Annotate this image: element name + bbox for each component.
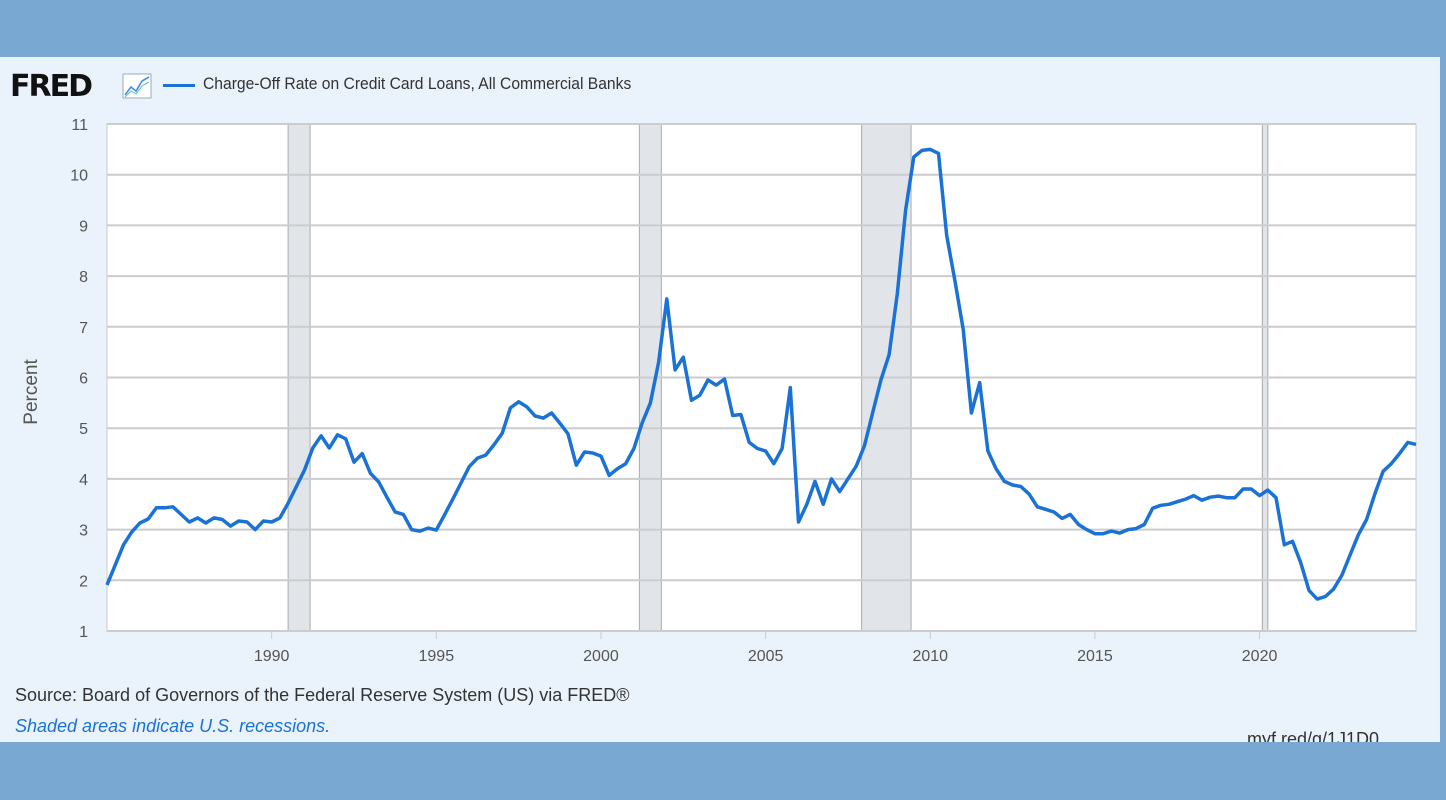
series-title: Charge-Off Rate on Credit Card Loans, Al… [203, 74, 632, 93]
x-tick-label: 2005 [748, 648, 784, 665]
source-note: Source: Board of Governors of the Federa… [15, 685, 630, 705]
y-tick-label: 4 [79, 472, 88, 489]
y-tick-label: 7 [79, 320, 88, 337]
line-chart: 1 2 3 4 5 6 7 8 9 10 11 1990 1995 2000 2005 2010 2015 202… [21, 117, 1417, 665]
y-tick-label: 10 [70, 168, 88, 185]
y-tick-label: 11 [71, 117, 88, 134]
y-tick-label: 2 [79, 573, 88, 590]
x-tick-label: 2015 [1077, 648, 1113, 665]
x-tick-label: 2020 [1242, 648, 1278, 665]
legend-swatch [163, 84, 195, 87]
y-tick-label: 9 [79, 218, 88, 235]
x-tick-label: 2010 [912, 648, 948, 665]
y-tick-label: 1 [79, 624, 88, 641]
fred-graph-icon [122, 73, 152, 99]
x-tick-label: 2000 [583, 648, 619, 665]
y-tick-label: 6 [79, 371, 88, 388]
x-tick-label: 1995 [419, 648, 455, 665]
y-tick-label: 8 [79, 269, 88, 286]
short-url-link[interactable]: myf.red/g/1J1D0 [1247, 729, 1380, 742]
y-tick-label: 5 [79, 421, 88, 438]
chart-panel: FRED Charge-Off Rate on Credit Card Loan… [0, 57, 1440, 742]
y-tick-label: 3 [79, 523, 88, 540]
recession-note-link[interactable]: Shaded areas indicate U.S. recessions. [15, 716, 331, 736]
y-axis-label: Percent [21, 359, 42, 425]
series-line [105, 147, 1417, 601]
fred-logo[interactable]: FRED [10, 69, 93, 104]
x-tick-label: 1990 [254, 648, 290, 665]
